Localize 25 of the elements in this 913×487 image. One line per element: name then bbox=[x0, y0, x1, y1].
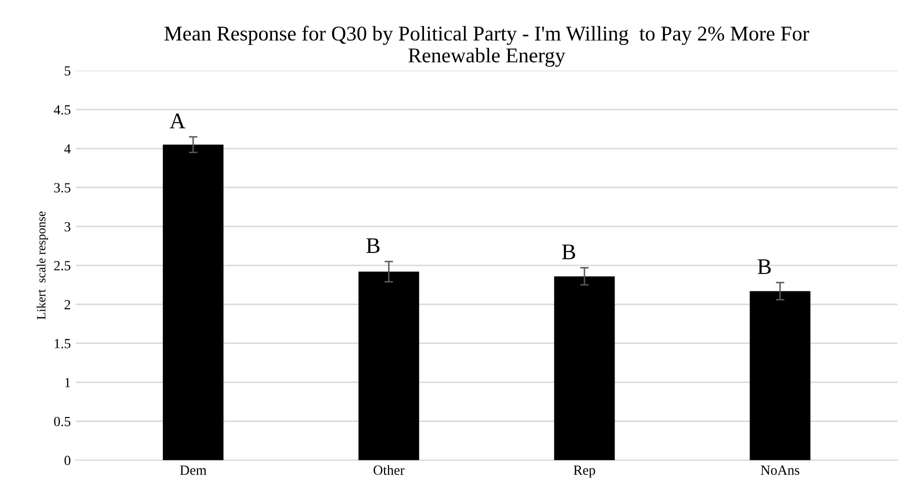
annotation: B bbox=[758, 259, 771, 274]
y-tick-label: 3.5 bbox=[54, 183, 70, 193]
y-tick-label: 0 bbox=[64, 456, 70, 466]
x-tick-label: NoAns bbox=[760, 466, 800, 475]
y-tick-label: 2.5 bbox=[54, 261, 70, 270]
y-axis-title: Likert scale response bbox=[36, 212, 48, 320]
chart-title: Mean Response for Q30 by Political Party - I'm Willing to Pay 2% More For Renewable Energy bbox=[164, 26, 810, 67]
y-tick-label: 1.5 bbox=[54, 338, 70, 348]
bar bbox=[162, 144, 224, 460]
bar bbox=[358, 272, 420, 460]
x-tick-label: Other bbox=[374, 465, 404, 475]
y-tick-label: 1 bbox=[65, 378, 70, 388]
y-tick-label: 5 bbox=[64, 66, 70, 76]
annotation: A bbox=[170, 114, 186, 128]
annotation: B bbox=[366, 238, 380, 253]
y-tick-label: 4.5 bbox=[54, 105, 70, 115]
bar bbox=[554, 276, 615, 460]
x-tick-label: Dem bbox=[180, 466, 206, 475]
y-tick-label: 2 bbox=[64, 300, 70, 310]
x-tick-label: Rep bbox=[574, 466, 596, 478]
y-tick-label: 4 bbox=[64, 144, 71, 154]
y-tick-label: 3 bbox=[64, 222, 70, 232]
annotation: B bbox=[562, 244, 576, 260]
bar bbox=[750, 291, 810, 460]
y-tick-label: 0.5 bbox=[54, 416, 70, 426]
